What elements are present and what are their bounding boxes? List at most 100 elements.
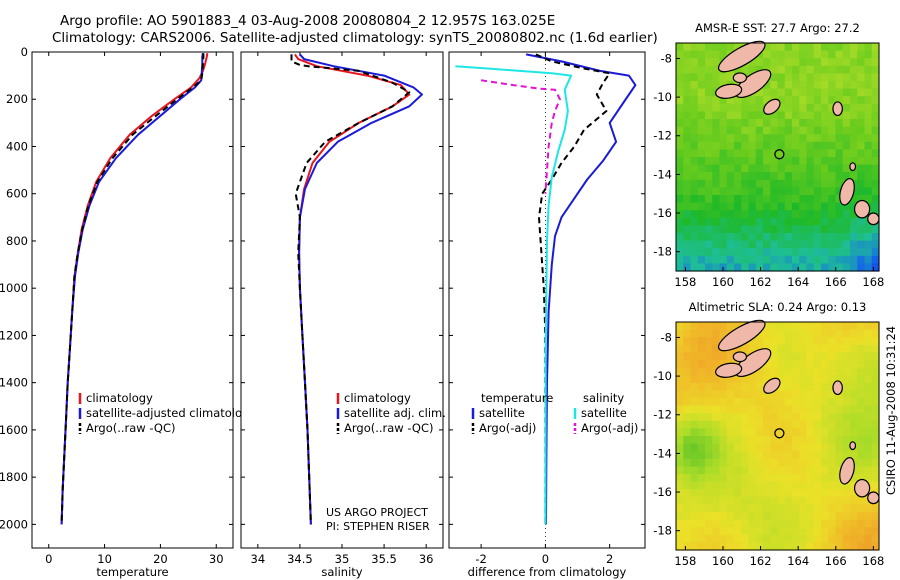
sst-map-grid-cell bbox=[792, 217, 800, 226]
sst-map-grid-cell bbox=[726, 96, 735, 105]
sla-map-grid-cell bbox=[864, 322, 873, 331]
sst-map-grid-cell bbox=[726, 103, 735, 112]
sla-map-grid-cell bbox=[821, 443, 829, 452]
sst-map-grid-cell bbox=[864, 233, 873, 242]
sla-map-grid-cell bbox=[712, 458, 721, 467]
sla-map-grid-cell bbox=[734, 489, 742, 498]
sla-map-grid-cell bbox=[806, 504, 815, 513]
sla-map-grid-cell bbox=[676, 466, 684, 475]
sst-map-grid-cell bbox=[842, 111, 851, 120]
sst-map-grid-cell bbox=[705, 134, 713, 143]
sla-map-grid-cell bbox=[857, 451, 866, 460]
sla-map-grid-cell bbox=[777, 451, 786, 460]
sla-map-grid-cell bbox=[828, 481, 837, 490]
sla-map-grid-cell bbox=[799, 466, 808, 475]
sla-map-grid-cell bbox=[690, 322, 699, 331]
sla-map-grid-cell bbox=[763, 542, 771, 551]
sst-map-grid-cell bbox=[683, 134, 692, 143]
sla-map-grid-cell bbox=[850, 451, 858, 460]
sst-map-grid-cell bbox=[821, 119, 829, 128]
sla-map-grid-cell bbox=[755, 443, 764, 452]
sla-map-grid-cell bbox=[683, 542, 692, 551]
sla-map-grid-cell bbox=[842, 542, 851, 551]
sst-map-grid-cell bbox=[799, 225, 808, 234]
sst-map-grid-cell bbox=[676, 43, 684, 52]
sst-map-grid-cell bbox=[806, 202, 815, 211]
sst-map-grid-cell bbox=[763, 248, 771, 257]
sst-map-grid-cell bbox=[712, 96, 721, 105]
sla-map-grid-cell bbox=[784, 352, 793, 361]
sla-map-grid-cell bbox=[690, 382, 699, 391]
sst-map-ytick-label: -10 bbox=[653, 90, 672, 104]
sst-map-grid-cell bbox=[850, 88, 858, 97]
sla-map-grid-cell bbox=[842, 367, 851, 376]
sla-map-grid-cell bbox=[705, 344, 713, 353]
sst-map-grid-cell bbox=[741, 126, 750, 135]
sst-map-grid-cell bbox=[784, 43, 793, 52]
sla-map-grid-cell bbox=[676, 512, 684, 521]
sla-map-xtick-label: 164 bbox=[787, 554, 809, 568]
sst-map-grid-cell bbox=[871, 195, 880, 204]
sla-map-grid-cell bbox=[857, 367, 866, 376]
sla-map-grid-cell bbox=[806, 382, 815, 391]
sla-map-grid-cell bbox=[821, 504, 829, 513]
sla-map-grid-cell bbox=[806, 428, 815, 437]
sst-map-grid-cell bbox=[792, 172, 800, 181]
sla-map-grid-cell bbox=[741, 436, 750, 445]
sla-map-grid-cell bbox=[799, 344, 808, 353]
sla-map-grid-cell bbox=[806, 329, 815, 338]
sst-map-grid-cell bbox=[676, 164, 684, 173]
sst-map-grid-cell bbox=[763, 255, 771, 264]
sla-map-grid-cell bbox=[777, 398, 786, 407]
sla-map-grid-cell bbox=[683, 451, 692, 460]
sla-map-grid-cell bbox=[712, 352, 721, 361]
sla-map-grid-cell bbox=[871, 360, 880, 369]
sla-map-grid-cell bbox=[806, 352, 815, 361]
sst-map-grid-cell bbox=[741, 119, 750, 128]
sst-map-grid-cell bbox=[734, 179, 742, 188]
sst-map-grid-cell bbox=[726, 248, 735, 257]
sst-map-grid-cell bbox=[777, 65, 786, 74]
sst-map-grid-cell bbox=[821, 58, 829, 67]
sst-map-grid-cell bbox=[835, 81, 844, 90]
sla-map-grid-cell bbox=[770, 466, 779, 475]
sla-map-grid-cell bbox=[784, 496, 793, 505]
sst-map-grid-cell bbox=[777, 119, 786, 128]
sst-map-grid-cell bbox=[835, 217, 844, 226]
sst-map-grid-cell bbox=[792, 240, 800, 249]
sla-map-grid-cell bbox=[864, 390, 873, 399]
sla-map-grid-cell bbox=[777, 405, 786, 414]
sst-map-island-2 bbox=[715, 83, 743, 99]
sst-map-grid-cell bbox=[719, 210, 728, 219]
sla-map-grid-cell bbox=[857, 496, 866, 505]
sst-map-grid-cell bbox=[821, 263, 829, 272]
sst-map-grid-cell bbox=[842, 255, 851, 264]
sst-map-grid-cell bbox=[850, 263, 858, 272]
sla-map-grid-cell bbox=[850, 534, 858, 543]
sst-map-grid-cell bbox=[821, 172, 829, 181]
sla-map-grid-cell bbox=[806, 375, 815, 384]
sst-map-grid-cell bbox=[777, 103, 786, 112]
sla-map-grid-cell bbox=[821, 352, 829, 361]
sla-map-grid-cell bbox=[697, 375, 706, 384]
sla-map-grid-cell bbox=[748, 451, 757, 460]
sst-map-grid-cell bbox=[821, 88, 829, 97]
sla-map-grid-cell bbox=[864, 451, 873, 460]
sst-map-grid-cell bbox=[748, 96, 757, 105]
sst-map-grid-cell bbox=[828, 103, 837, 112]
sla-map-grid-cell bbox=[712, 519, 721, 528]
sst-map-grid-cell bbox=[683, 210, 692, 219]
sla-map-grid-cell bbox=[842, 337, 851, 346]
sla-map-grid-cell bbox=[799, 405, 808, 414]
sst-map-grid-cell bbox=[763, 119, 771, 128]
sla-map-grid-cell bbox=[777, 496, 786, 505]
salinity-xlabel: salinity bbox=[321, 565, 362, 579]
sst-map-grid-cell bbox=[828, 134, 837, 143]
sst-map-grid-cell bbox=[697, 248, 706, 257]
sst-map-grid-cell bbox=[850, 141, 858, 150]
sla-map-grid-cell bbox=[828, 398, 837, 407]
sst-map-grid-cell bbox=[828, 217, 837, 226]
sst-map-grid-cell bbox=[806, 157, 815, 166]
sst-map-grid-cell bbox=[712, 73, 721, 82]
sst-map-grid-cell bbox=[821, 210, 829, 219]
